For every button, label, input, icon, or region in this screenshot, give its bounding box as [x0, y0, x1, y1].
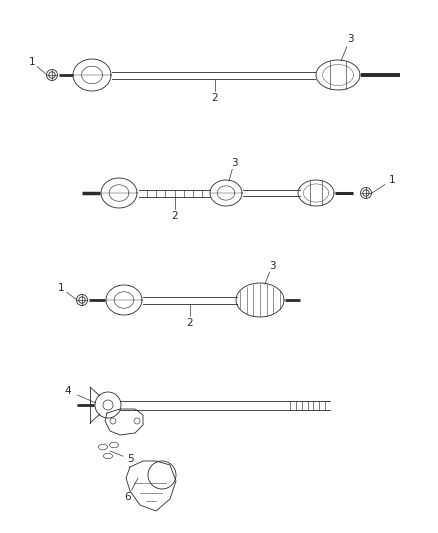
Text: 2: 2 — [187, 318, 193, 328]
Text: 5: 5 — [127, 454, 133, 464]
Text: 2: 2 — [212, 93, 218, 103]
Text: 3: 3 — [268, 261, 276, 271]
Text: 1: 1 — [58, 283, 64, 293]
Text: 1: 1 — [389, 175, 396, 185]
Text: 3: 3 — [231, 158, 237, 168]
Text: 1: 1 — [28, 57, 35, 67]
Text: 3: 3 — [347, 34, 353, 44]
Text: 2: 2 — [172, 211, 178, 221]
Text: 4: 4 — [65, 386, 71, 396]
Text: 6: 6 — [125, 492, 131, 502]
